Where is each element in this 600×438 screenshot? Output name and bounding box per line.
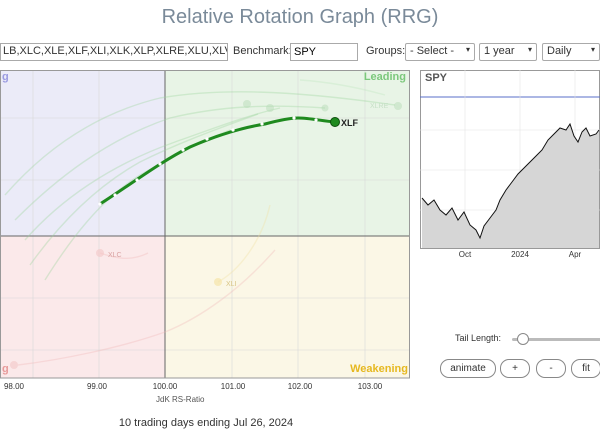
faded-marker: [394, 102, 402, 110]
toolbar: LB,XLC,XLE,XLF,XLI,XLK,XLP,XLRE,XLU,XLV,…: [0, 43, 600, 63]
animate-button[interactable]: animate: [440, 359, 496, 378]
xlf-tail-point: [181, 148, 185, 152]
xlf-head-marker[interactable]: [330, 117, 340, 127]
xlf-tail-point: [113, 193, 117, 197]
fit-button[interactable]: fit: [571, 359, 600, 378]
x-tick: 103.00: [357, 382, 383, 391]
x-tick: 100.00: [152, 382, 178, 391]
tail-length-slider-handle[interactable]: [516, 333, 529, 345]
xlf-tail[interactable]: [99, 116, 336, 206]
faded-label-xlc: XLC: [108, 252, 122, 259]
chevron-down-icon: ▾: [527, 45, 532, 54]
zoom-in-button[interactable]: +: [500, 359, 530, 378]
faded-label-xlre: XLRE: [370, 103, 389, 110]
benchmark-input[interactable]: [290, 43, 358, 61]
xlf-tail-point: [260, 122, 264, 126]
month-tick: Apr: [568, 250, 582, 259]
lagging-label: g: [2, 363, 9, 375]
zoom-out-button[interactable]: -: [536, 359, 566, 378]
faded-tail: [4, 91, 396, 196]
price-line: [421, 122, 600, 240]
faded-marker: [266, 104, 274, 112]
x-axis-label: JdK RS-Ratio: [156, 395, 205, 404]
tail-length-slider[interactable]: [512, 338, 600, 341]
xlf-tail-point: [314, 118, 318, 122]
faded-marker: [214, 278, 222, 286]
groups-select[interactable]: - Select - ▾: [405, 43, 475, 61]
faded-marker: [243, 100, 251, 108]
period-select[interactable]: 1 year ▾: [479, 43, 537, 61]
x-tick: 101.00: [220, 382, 246, 391]
xlf-tail-point: [135, 178, 139, 182]
weakening-label: Weakening: [350, 363, 408, 375]
plot-border: [0, 70, 410, 379]
groups-select-value: - Select -: [410, 45, 455, 57]
xlf-tail-point: [98, 202, 102, 206]
frequency-select[interactable]: Daily ▾: [542, 43, 600, 61]
xlf-tail-points: [98, 116, 318, 206]
faded-tail: [217, 204, 271, 283]
price-panel-symbol: SPY: [425, 72, 448, 84]
lagging-quadrant: [0, 236, 165, 378]
x-tick: 102.00: [287, 382, 313, 391]
faded-tail: [299, 79, 386, 96]
faded-label-xli: XLI: [226, 281, 237, 288]
month-tick: 2024: [511, 250, 529, 259]
tail-length-label: Tail Length:: [455, 333, 502, 343]
price-chart[interactable]: [420, 70, 600, 260]
x-tick: 99.00: [86, 382, 108, 391]
chevron-down-icon: ▾: [465, 45, 470, 54]
faded-markers: [243, 100, 402, 112]
improving-label: g: [2, 71, 9, 83]
grid: [0, 70, 410, 378]
xlf-tail-point: [158, 162, 162, 166]
period-select-value: 1 year: [484, 45, 515, 57]
faded-tail: [29, 113, 259, 266]
benchmark-label: Benchmark:: [233, 45, 292, 57]
faded-marker: [10, 361, 18, 369]
faded-marker: [96, 249, 104, 257]
faded-tail: [17, 249, 276, 366]
xlf-tail-point: [205, 137, 209, 141]
month-tick: Oct: [458, 250, 472, 259]
symbols-input[interactable]: LB,XLC,XLE,XLF,XLI,XLK,XLP,XLRE,XLU,XLV,…: [0, 43, 228, 61]
faded-marker: [321, 104, 329, 112]
faded-tail: [24, 107, 281, 241]
leading-label: Leading: [364, 71, 406, 83]
page-title: Relative Rotation Graph (RRG): [161, 6, 439, 28]
improving-quadrant: [0, 70, 165, 236]
leading-quadrant: [165, 70, 410, 236]
footer-caption: 10 trading days ending Jul 26, 2024: [118, 417, 294, 429]
frequency-select-value: Daily: [547, 45, 572, 57]
rrg-chart[interactable]: XLC XLI XLRE XLF Leading Weakening g g: [0, 70, 412, 380]
xlf-tail-point: [231, 128, 235, 132]
chevron-down-icon: ▾: [590, 45, 595, 54]
x-tick: 98.00: [3, 382, 25, 391]
weakening-quadrant: [165, 236, 410, 378]
xlf-tail-point: [292, 116, 296, 120]
groups-label: Groups:: [366, 45, 406, 57]
xlf-label: XLF: [341, 118, 359, 128]
